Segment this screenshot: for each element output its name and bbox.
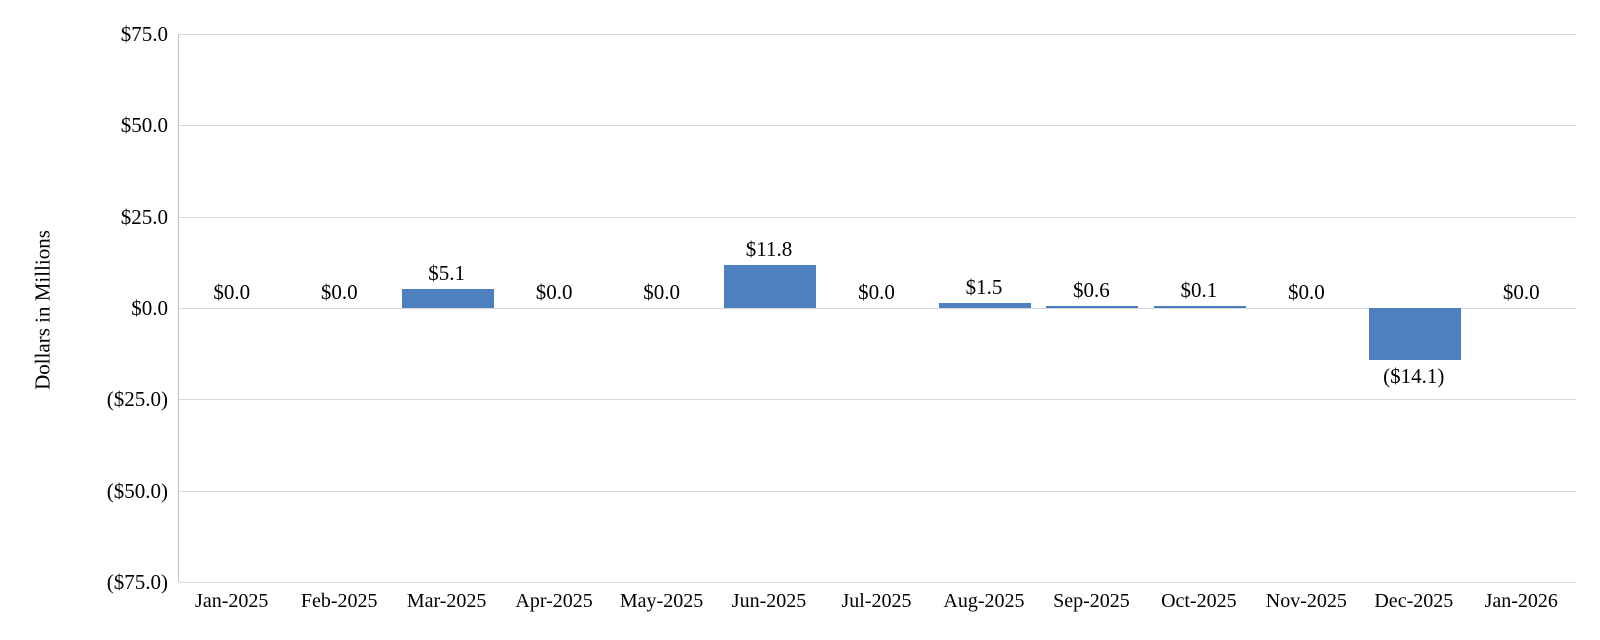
gridline [179,490,1576,492]
data-label-Aug-2025: $1.5 [965,274,1003,299]
x-tick-label-Jul-2025: Jul-2025 [841,590,912,612]
data-label-Mar-2025: $5.1 [428,261,466,286]
data-label-Jun-2025: $11.8 [745,236,793,261]
bar-Mar-2025 [401,289,494,308]
x-tick-label-Feb-2025: Feb-2025 [300,590,378,612]
bar-Oct-2025 [1153,306,1246,308]
data-label-Apr-2025: $0.0 [535,280,573,304]
bar-Aug-2025 [938,302,1031,308]
x-tick-label-May-2025: May-2025 [619,590,704,612]
plot-area [178,34,1576,583]
data-label-Jan-2026: $0.0 [1502,280,1540,304]
gridline [179,34,1576,35]
x-tick-label-Jan-2026: Jan-2026 [1484,590,1558,612]
bar-Sep-2025 [1046,305,1139,308]
y-tick-label: $0.0 [131,296,168,320]
data-label-Dec-2025: ($14.1) [1383,363,1445,388]
x-tick-label-Apr-2025: Apr-2025 [515,590,593,612]
data-label-Jul-2025: $0.0 [858,280,895,304]
data-label-Feb-2025: $0.0 [320,280,358,304]
x-tick-label-Oct-2025: Oct-2025 [1161,590,1237,612]
x-tick-label-Jun-2025: Jun-2025 [731,590,807,612]
y-tick-label: ($25.0) [106,387,168,412]
gridline [179,308,1576,309]
y-tick-label: $50.0 [120,113,168,138]
x-tick-label-Nov-2025: Nov-2025 [1265,590,1347,612]
y-tick-label: ($50.0) [106,478,168,503]
gridline [179,399,1576,401]
data-label-Oct-2025: $0.1 [1180,278,1218,302]
gridline [179,125,1576,127]
x-tick-label-Sep-2025: Sep-2025 [1053,590,1130,612]
bar-Dec-2025 [1368,308,1461,360]
gridline [179,216,1576,218]
x-tick-label-Aug-2025: Aug-2025 [943,590,1025,612]
x-tick-label-Mar-2025: Mar-2025 [406,590,487,612]
x-tick-label-Dec-2025: Dec-2025 [1374,590,1454,612]
x-tick-label-Jan-2025: Jan-2025 [195,590,269,612]
data-label-Sep-2025: $0.6 [1073,277,1110,302]
data-label-Nov-2025: $0.0 [1287,280,1325,304]
gridline [179,582,1576,583]
y-tick-label: ($75.0) [106,570,168,594]
data-label-May-2025: $0.0 [643,280,680,304]
y-tick-label: $25.0 [120,204,168,229]
data-label-Jan-2025: $0.0 [213,280,251,304]
y-tick-label: $75.0 [120,22,168,46]
bar-Jun-2025 [724,264,817,308]
